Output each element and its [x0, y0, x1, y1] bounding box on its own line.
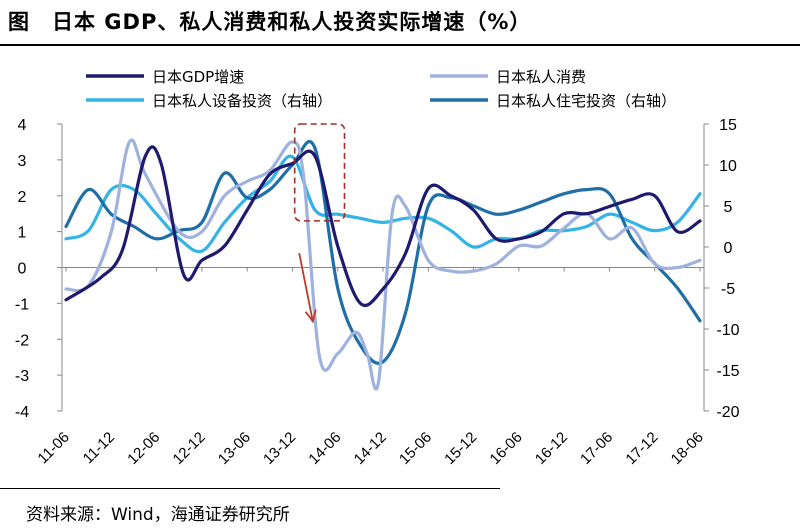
- series-consumption-line: [64, 138, 702, 391]
- left-tick-label: 2: [18, 189, 27, 206]
- left-tick-label: -1: [15, 296, 29, 313]
- figure-label: 图: [8, 10, 30, 34]
- legend-housing-investment-label: 日本私人住宅投资（右轴）: [496, 92, 676, 110]
- series-gdp-line: [64, 145, 702, 307]
- decline-arrow-head: [304, 309, 317, 324]
- x-tick-label: 16-12: [532, 429, 571, 468]
- left-tick-label: -4: [15, 404, 29, 421]
- x-tick-label: 13-06: [215, 429, 254, 468]
- right-tick-label: 0: [724, 240, 733, 257]
- right-tick-label: -5: [721, 281, 735, 298]
- x-tick-label: 14-12: [351, 429, 390, 468]
- right-tick-label: 5: [724, 199, 733, 216]
- right-tick-label: 15: [719, 117, 737, 134]
- title-text: 日本 GDP、私人消费和私人投资实际增速（%）: [52, 10, 532, 34]
- x-tick-label: 17-12: [622, 429, 661, 468]
- left-tick-label: -3: [15, 368, 29, 385]
- left-tick-label: 1: [18, 225, 27, 242]
- left-tick-label: 3: [18, 153, 27, 170]
- legend-consumption-label: 日本私人消费: [496, 68, 586, 86]
- right-tick-label: 10: [719, 158, 737, 175]
- right-tick-label: -20: [716, 404, 739, 421]
- x-tick-label: 17-06: [577, 429, 616, 468]
- right-tick-label: -10: [716, 322, 739, 339]
- source-note: 资料来源：Wind，海通证券研究所: [26, 505, 290, 525]
- decline-arrow-shaft: [298, 252, 314, 322]
- left-tick-label: 0: [18, 261, 27, 278]
- x-tick-label: 14-06: [305, 429, 344, 468]
- x-tick-label: 15-12: [441, 429, 480, 468]
- x-tick-label: 11-06: [34, 429, 72, 467]
- right-tick-label: -15: [716, 363, 739, 380]
- x-tick-label: 12-06: [124, 429, 163, 468]
- x-tick-label: 12-12: [170, 429, 209, 468]
- legend-equipment-investment-label: 日本私人设备投资（右轴）: [152, 92, 332, 110]
- legend-gdp-label: 日本GDP增速: [152, 68, 244, 86]
- source-rule: [0, 488, 500, 489]
- x-tick-label: 18-06: [668, 429, 707, 468]
- x-tick-label: 13-12: [260, 429, 299, 468]
- title-rule: [0, 44, 800, 46]
- left-tick-label: 4: [18, 117, 27, 134]
- highlight-dashed-box: [293, 123, 346, 222]
- x-tick-label: 16-06: [487, 429, 526, 468]
- left-tick-label: -2: [15, 332, 29, 349]
- x-tick-label: 11-12: [80, 429, 118, 467]
- chart-title: 图日本 GDP、私人消费和私人投资实际增速（%）: [8, 6, 531, 36]
- x-tick-label: 15-06: [396, 429, 435, 468]
